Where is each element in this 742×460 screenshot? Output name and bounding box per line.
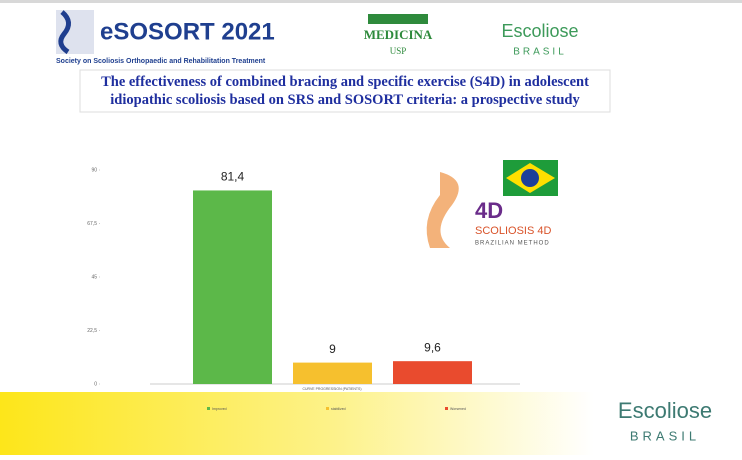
y-tick-label: 0 bbox=[94, 381, 97, 387]
y-tick-label: 90 bbox=[91, 167, 97, 173]
chart: 0 22,5 45 67,5 90 CURVE PROGRESSION (PATIENTS… bbox=[87, 167, 520, 411]
medicina: MEDICINA bbox=[364, 27, 433, 42]
bar bbox=[193, 190, 272, 384]
footer-brasil: BRASIL bbox=[630, 428, 700, 443]
x-tick-label: CURVE PROGRESSION (PATIENTS) bbox=[302, 387, 361, 391]
title: The effectiveness of combined bracing an… bbox=[101, 74, 589, 108]
flag-globe bbox=[521, 169, 539, 187]
legend-swatch bbox=[445, 407, 448, 410]
legend-label: Improved bbox=[212, 407, 227, 411]
brasil-logo: BRASIL bbox=[513, 47, 567, 58]
s4d-name: SCOLIOSIS 4D bbox=[475, 225, 551, 237]
value-label: 9,6 bbox=[424, 340, 441, 354]
escoliose-logo: Escoliose bbox=[501, 21, 578, 41]
value-label: 9 bbox=[329, 342, 336, 356]
value-label: 81,4 bbox=[221, 170, 245, 184]
y-tick-label: 67,5 bbox=[87, 221, 97, 227]
legend-label: stabilized bbox=[331, 407, 346, 411]
title-wrap: The effectiveness of combined bracing an… bbox=[101, 74, 589, 108]
event-name: eSOSORT 2021 bbox=[100, 18, 275, 45]
bar bbox=[393, 361, 472, 384]
s4d-mark: 4D bbox=[475, 198, 503, 223]
legend-swatch bbox=[207, 407, 210, 410]
footer-band bbox=[0, 392, 742, 455]
s4d-shape bbox=[426, 172, 459, 248]
s4d-method: BRAZILIAN METHOD bbox=[475, 241, 550, 247]
legend-label: Worsened bbox=[450, 407, 466, 411]
legend-swatch bbox=[326, 407, 329, 410]
sosort-icon bbox=[58, 10, 71, 55]
usp: USP bbox=[390, 46, 407, 56]
medicina-building bbox=[368, 14, 428, 24]
society-name: Society on Scoliosis Orthopaedic and Reh… bbox=[56, 58, 266, 65]
y-tick-label: 45 bbox=[91, 274, 97, 280]
bar bbox=[293, 362, 372, 384]
y-tick-label: 22,5 bbox=[87, 328, 97, 334]
sosort-icon-bg bbox=[56, 10, 94, 54]
title-box bbox=[79, 69, 611, 113]
footer-escoliose: Escoliose bbox=[618, 398, 712, 423]
top-border bbox=[0, 0, 742, 3]
